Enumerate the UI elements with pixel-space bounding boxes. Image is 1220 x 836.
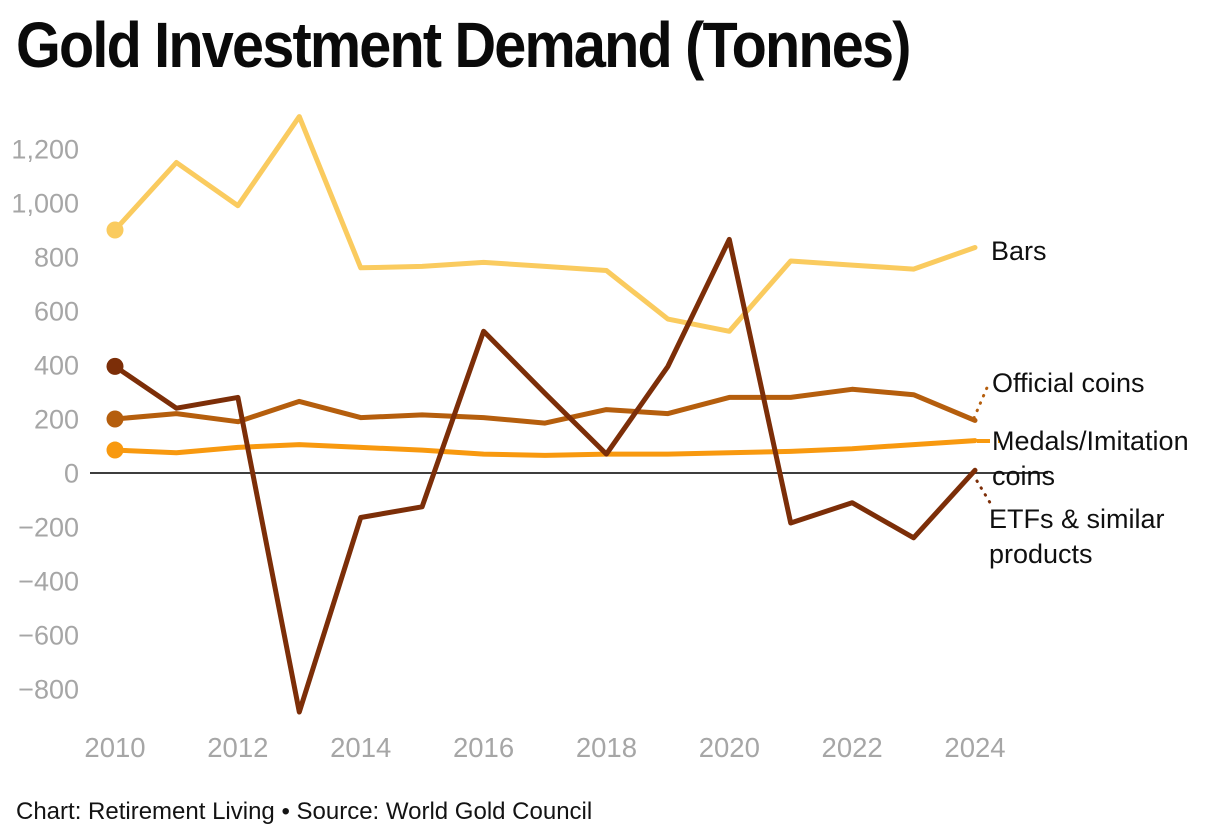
series-start-dot-medals-imitation-coins bbox=[106, 441, 124, 459]
series-start-dot-official-coins bbox=[106, 410, 124, 428]
x-axis-tick-label: 2024 bbox=[944, 732, 1005, 763]
y-axis-tick-label: 400 bbox=[34, 350, 79, 380]
series-line-official-coins bbox=[112, 386, 978, 426]
legend-label-etfs-similar-products: ETFs & similar products bbox=[989, 504, 1165, 569]
x-axis-tick-label: 2018 bbox=[576, 732, 637, 763]
y-axis-tick-label: −400 bbox=[18, 566, 79, 596]
series-line-bars bbox=[112, 114, 978, 334]
legend-label-bars: Bars bbox=[991, 236, 1047, 266]
x-axis-tick-label: 2022 bbox=[822, 732, 883, 763]
y-axis-tick-label: 0 bbox=[64, 458, 79, 488]
y-axis-tick-label: −800 bbox=[18, 674, 79, 704]
y-axis-tick-label: 1,000 bbox=[11, 188, 79, 218]
y-axis-tick-label: 200 bbox=[34, 404, 79, 434]
x-axis-tick-label: 2010 bbox=[84, 732, 145, 763]
series-line-etfs-similar-products bbox=[112, 236, 978, 715]
chart-title: Gold Investment Demand (Tonnes) bbox=[16, 9, 911, 81]
y-axis-tick-label: 800 bbox=[34, 242, 79, 272]
x-axis-tick-label: 2014 bbox=[330, 732, 391, 763]
series-start-dot-etfs-similar-products bbox=[106, 357, 124, 375]
official-coins-leader-line bbox=[972, 381, 991, 420]
y-axis-tick-label: 600 bbox=[34, 296, 79, 326]
series-start-dot-bars bbox=[106, 221, 124, 239]
y-axis-tick-label: 1,200 bbox=[11, 134, 79, 164]
x-axis-tick-label: 2020 bbox=[699, 732, 760, 763]
x-axis-tick-label: 2012 bbox=[207, 732, 268, 763]
series-line-medals-imitation-coins bbox=[112, 438, 978, 458]
etfs-leader-line bbox=[975, 479, 994, 508]
y-axis-tick-label: −200 bbox=[18, 512, 79, 542]
legend-label-official-coins: Official coins bbox=[992, 368, 1145, 398]
chart-source-footer: Chart: Retirement Living • Source: World… bbox=[16, 798, 593, 825]
legend-label-medals-imitation-coins: Medals/Imitation coins bbox=[992, 426, 1189, 491]
y-axis-tick-label: −600 bbox=[18, 620, 79, 650]
x-axis-tick-label: 2016 bbox=[453, 732, 514, 763]
